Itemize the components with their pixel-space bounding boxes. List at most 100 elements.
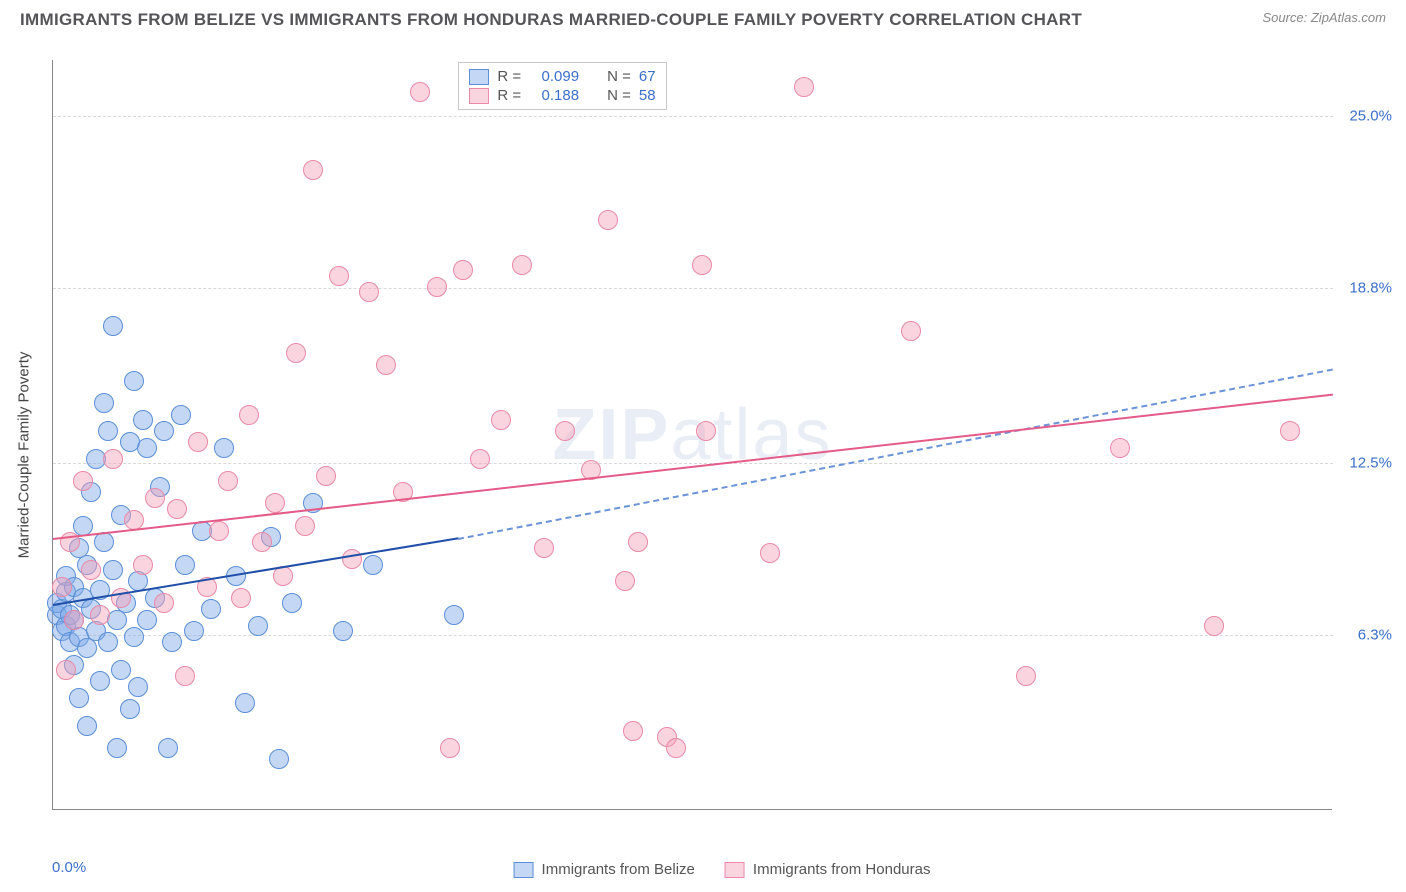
- data-point: [214, 438, 234, 458]
- data-point: [376, 355, 396, 375]
- data-point: [52, 577, 72, 597]
- data-point: [154, 421, 174, 441]
- data-point: [218, 471, 238, 491]
- series-legend: Immigrants from Belize Immigrants from Ho…: [514, 861, 931, 878]
- data-point: [359, 282, 379, 302]
- y-tick-label: 18.8%: [1349, 279, 1392, 296]
- data-point: [269, 749, 289, 769]
- data-point: [98, 421, 118, 441]
- data-point: [1280, 421, 1300, 441]
- data-point: [184, 621, 204, 641]
- data-point: [158, 738, 178, 758]
- data-point: [444, 605, 464, 625]
- data-point: [103, 449, 123, 469]
- data-point: [329, 266, 349, 286]
- data-point: [145, 488, 165, 508]
- data-point: [491, 410, 511, 430]
- data-point: [94, 532, 114, 552]
- data-point: [111, 660, 131, 680]
- data-point: [175, 555, 195, 575]
- data-point: [137, 610, 157, 630]
- data-point: [56, 660, 76, 680]
- data-point: [107, 738, 127, 758]
- data-point: [333, 621, 353, 641]
- data-point: [69, 688, 89, 708]
- data-point: [128, 677, 148, 697]
- data-point: [901, 321, 921, 341]
- data-point: [154, 593, 174, 613]
- data-point: [175, 666, 195, 686]
- data-point: [470, 449, 490, 469]
- stats-legend-row: R =0.099N =67: [469, 67, 655, 86]
- data-point: [427, 277, 447, 297]
- data-point: [512, 255, 532, 275]
- data-point: [692, 255, 712, 275]
- data-point: [286, 343, 306, 363]
- plot-area: ZIPatlas 6.3%12.5%18.8%25.0%R =0.099N =6…: [52, 60, 1332, 810]
- data-point: [615, 571, 635, 591]
- data-point: [103, 316, 123, 336]
- data-point: [235, 693, 255, 713]
- data-point: [1110, 438, 1130, 458]
- data-point: [440, 738, 460, 758]
- scatter-chart: Married-Couple Family Poverty ZIPatlas 6…: [52, 60, 1392, 850]
- data-point: [265, 493, 285, 513]
- data-point: [90, 671, 110, 691]
- data-point: [137, 438, 157, 458]
- data-point: [103, 560, 123, 580]
- data-point: [342, 549, 362, 569]
- data-point: [201, 599, 221, 619]
- stats-legend: R =0.099N =67R =0.188N =58: [458, 62, 666, 110]
- legend-item: Immigrants from Belize: [514, 861, 695, 878]
- data-point: [124, 627, 144, 647]
- data-point: [188, 432, 208, 452]
- x-axis-min: 0.0%: [52, 859, 86, 876]
- y-tick-label: 12.5%: [1349, 454, 1392, 471]
- data-point: [628, 532, 648, 552]
- gridline: [53, 116, 1333, 117]
- data-point: [453, 260, 473, 280]
- trend-line: [458, 368, 1333, 539]
- data-point: [231, 588, 251, 608]
- data-point: [1204, 616, 1224, 636]
- legend-item: Immigrants from Honduras: [725, 861, 931, 878]
- data-point: [209, 521, 229, 541]
- data-point: [73, 516, 93, 536]
- data-point: [171, 405, 191, 425]
- data-point: [555, 421, 575, 441]
- data-point: [410, 82, 430, 102]
- gridline: [53, 288, 1333, 289]
- data-point: [1016, 666, 1036, 686]
- data-point: [666, 738, 686, 758]
- data-point: [94, 393, 114, 413]
- data-point: [295, 516, 315, 536]
- data-point: [316, 466, 336, 486]
- data-point: [90, 605, 110, 625]
- data-point: [77, 716, 97, 736]
- data-point: [133, 555, 153, 575]
- data-point: [124, 371, 144, 391]
- data-point: [133, 410, 153, 430]
- data-point: [98, 632, 118, 652]
- y-axis-label: Married-Couple Family Poverty: [16, 352, 33, 559]
- data-point: [73, 471, 93, 491]
- data-point: [696, 421, 716, 441]
- data-point: [534, 538, 554, 558]
- data-point: [64, 610, 84, 630]
- data-point: [623, 721, 643, 741]
- stats-legend-row: R =0.188N =58: [469, 86, 655, 105]
- gridline: [53, 463, 1333, 464]
- data-point: [598, 210, 618, 230]
- data-point: [167, 499, 187, 519]
- source-label: Source: ZipAtlas.com: [1262, 10, 1386, 25]
- data-point: [81, 560, 101, 580]
- data-point: [239, 405, 259, 425]
- y-tick-label: 6.3%: [1358, 627, 1392, 644]
- data-point: [162, 632, 182, 652]
- chart-title: IMMIGRANTS FROM BELIZE VS IMMIGRANTS FRO…: [20, 10, 1082, 30]
- data-point: [760, 543, 780, 563]
- data-point: [282, 593, 302, 613]
- gridline: [53, 635, 1333, 636]
- data-point: [303, 160, 323, 180]
- y-tick-label: 25.0%: [1349, 107, 1392, 124]
